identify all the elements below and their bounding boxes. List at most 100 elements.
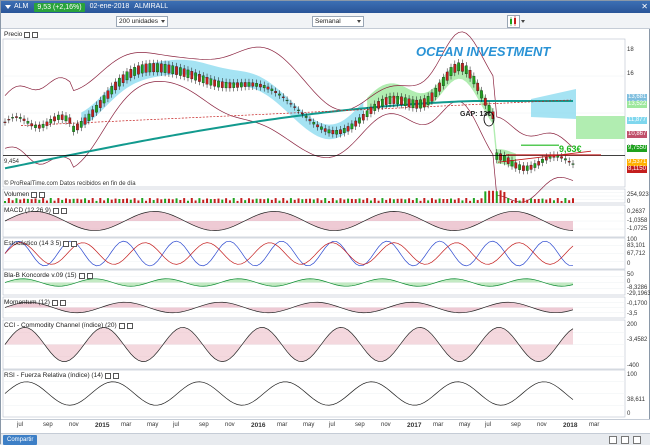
candle-body bbox=[114, 81, 117, 91]
volume-bar bbox=[293, 199, 296, 203]
volume-bar bbox=[171, 199, 174, 203]
volume-bar bbox=[347, 198, 350, 203]
volume-bar bbox=[537, 198, 540, 203]
panel-maximize-icon[interactable] bbox=[60, 207, 67, 214]
candle-body bbox=[205, 77, 209, 85]
volume-bar bbox=[190, 198, 193, 203]
cci-panel-header[interactable]: CCI - Commodity Channel (índice) (20) bbox=[4, 322, 133, 329]
volume-bar bbox=[137, 200, 140, 203]
rsi-panel-header[interactable]: RSI - Fuerza Relativa (índice) (14) bbox=[4, 372, 119, 379]
cci-tick-label: -3,4582 bbox=[627, 337, 648, 343]
volume-bar bbox=[251, 199, 254, 203]
rsi-tick-label: 38,611 bbox=[627, 397, 645, 403]
panel-maximize-icon[interactable] bbox=[112, 372, 119, 379]
volume-bar bbox=[122, 199, 125, 203]
panel-maximize-icon[interactable] bbox=[71, 240, 78, 247]
volume-bar bbox=[221, 199, 224, 203]
share-button[interactable]: Compartir bbox=[3, 435, 38, 445]
zoom-in-icon[interactable] bbox=[621, 436, 629, 444]
price-tag: 13,681 bbox=[627, 94, 648, 101]
candle-body bbox=[285, 99, 289, 102]
volume-bar bbox=[373, 198, 376, 203]
panel-maximize-icon[interactable] bbox=[59, 299, 66, 306]
panel-maximize-icon[interactable] bbox=[126, 322, 133, 329]
volume-bar bbox=[343, 199, 346, 203]
volume-bar bbox=[484, 191, 487, 203]
chart-canvas[interactable] bbox=[1, 29, 650, 419]
candle-body bbox=[30, 123, 34, 127]
stochastic-panel-header[interactable]: Estocástico (14 3 5) bbox=[4, 240, 78, 247]
volume-bar bbox=[408, 198, 411, 203]
chart-type-dropdown[interactable] bbox=[520, 15, 528, 28]
candle-body bbox=[289, 103, 293, 105]
price-panel-header[interactable]: Precio bbox=[4, 31, 39, 38]
volume-bar bbox=[209, 199, 212, 203]
candle-body bbox=[228, 82, 232, 89]
stochastic-panel-label: Estocástico (14 3 5) bbox=[4, 240, 62, 247]
volume-bar bbox=[194, 200, 197, 203]
klinger-panel-header[interactable]: Bla-B Koncorde v.09 (15) bbox=[4, 272, 93, 279]
volume-bar bbox=[274, 198, 277, 203]
panel-settings-icon[interactable] bbox=[118, 322, 125, 329]
volume-bar bbox=[453, 199, 456, 203]
macd-line bbox=[4, 211, 574, 231]
candle-body bbox=[259, 83, 262, 88]
volume-bar bbox=[240, 198, 243, 203]
volume-bar bbox=[366, 198, 369, 203]
panel-settings-icon[interactable] bbox=[51, 299, 58, 306]
candle-body bbox=[129, 69, 133, 78]
candle-body bbox=[327, 129, 331, 134]
panel-settings-icon[interactable] bbox=[63, 240, 70, 247]
macd-panel-label: MACD (12 26 9) bbox=[4, 207, 51, 214]
price-tag: 9,7550 bbox=[627, 145, 648, 152]
panel-settings-icon[interactable] bbox=[52, 207, 59, 214]
panel-maximize-icon[interactable] bbox=[32, 31, 39, 38]
candle-body bbox=[159, 63, 163, 73]
candle-body bbox=[522, 165, 525, 171]
panel-settings-icon[interactable] bbox=[78, 272, 85, 279]
month-label: nov bbox=[381, 422, 391, 428]
volume-bar bbox=[286, 200, 289, 203]
candle-body bbox=[384, 97, 388, 105]
panel-settings-icon[interactable] bbox=[104, 372, 111, 379]
panel-maximize-icon[interactable] bbox=[39, 191, 46, 198]
panel-settings-icon[interactable] bbox=[31, 191, 38, 198]
volume-bar bbox=[434, 199, 437, 203]
candle-body bbox=[41, 123, 45, 128]
chart-area[interactable]: OCEAN INVESTMENT GAP: 13€ 9,63€ © ProRea… bbox=[1, 29, 650, 433]
volume-bar bbox=[118, 198, 121, 203]
candle-body bbox=[152, 63, 156, 73]
momentum-panel-header[interactable]: Momentum (12) bbox=[4, 299, 66, 306]
volume-bar bbox=[164, 198, 167, 203]
volume-panel-header[interactable]: Volumen bbox=[4, 191, 46, 198]
zoom-out-icon[interactable] bbox=[609, 436, 617, 444]
volume-bar bbox=[328, 200, 331, 203]
volume-bar bbox=[552, 200, 555, 203]
candle-body bbox=[98, 100, 102, 108]
volume-bar bbox=[297, 198, 300, 203]
volume-bar bbox=[533, 199, 536, 203]
candle-body bbox=[503, 155, 506, 162]
price-left-label: 9,454 bbox=[4, 159, 20, 165]
candle-body bbox=[392, 95, 396, 104]
period-select[interactable]: Semanal bbox=[312, 16, 364, 27]
close-icon[interactable]: ✕ bbox=[641, 2, 648, 11]
dropdown-arrow-icon[interactable] bbox=[5, 5, 11, 9]
panel-maximize-icon[interactable] bbox=[86, 272, 93, 279]
volume-bar bbox=[152, 200, 155, 203]
candle-body bbox=[125, 71, 129, 81]
candle-body bbox=[422, 98, 426, 108]
candle-body bbox=[37, 125, 41, 129]
panel-settings-icon[interactable] bbox=[24, 31, 31, 38]
fit-icon[interactable] bbox=[633, 436, 641, 444]
stochastic-tick-label: 83,101 bbox=[627, 243, 646, 249]
title-bar[interactable]: ALM 9,53 (+2,16%) 02-ene-2018 ALMIRALL ✕ bbox=[1, 1, 650, 13]
macd-panel-header[interactable]: MACD (12 26 9) bbox=[4, 207, 67, 214]
candle-body bbox=[57, 114, 60, 120]
price-tag: 13,522 bbox=[627, 101, 648, 108]
volume-bar bbox=[430, 198, 433, 203]
volume-bar bbox=[61, 199, 64, 203]
chart-type-button[interactable] bbox=[507, 15, 520, 28]
units-select[interactable]: 200 unidades bbox=[116, 16, 168, 27]
volume-bar bbox=[156, 198, 159, 203]
